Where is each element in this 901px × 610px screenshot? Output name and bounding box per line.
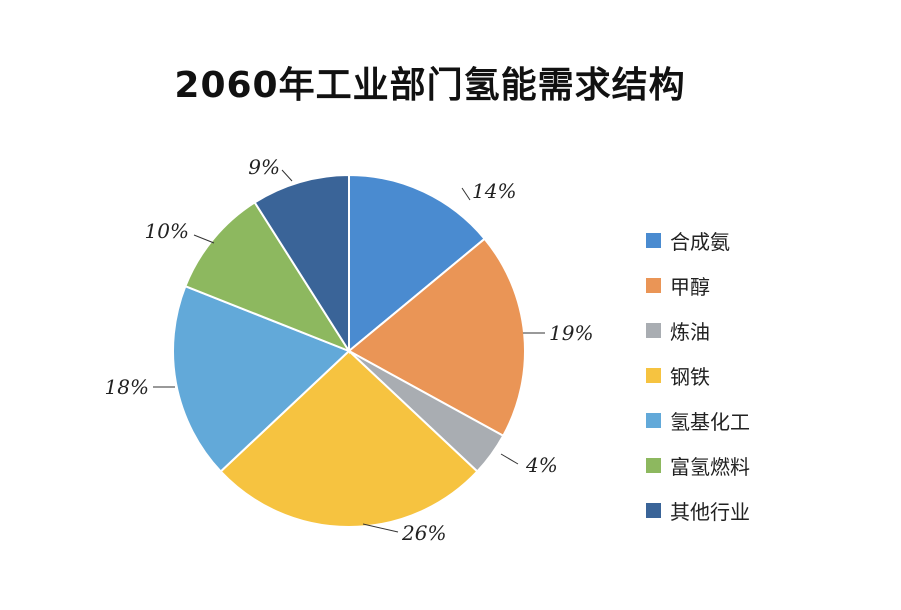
legend-swatch [646,503,661,518]
leader-line-7 [281,169,293,182]
legend-item-1: 合成氨 [646,218,750,263]
legend-label: 氢基化工 [670,410,750,434]
pie-slice-7 [253,173,350,355]
pie-slice-1 [348,173,487,354]
legend-label: 富氢燃料 [670,455,750,479]
leader-line-6 [193,234,215,244]
legend-item-4: 钢铁 [646,353,750,398]
leader-line-1 [461,187,471,201]
legend-item-6: 富氢燃料 [646,443,750,488]
pie-slice-2 [347,237,526,438]
legend-label: 钢铁 [670,365,710,389]
legend-swatch [646,323,661,338]
pie-slice-4 [219,349,479,528]
leader-line-4 [362,523,399,533]
leader-line-3 [500,453,519,465]
legend-label: 甲醇 [670,275,710,299]
legend-item-5: 氢基化工 [646,398,750,443]
data-label-3: 4% [525,453,558,477]
pie-slice-5 [172,284,351,473]
data-label-1: 14% [472,179,516,203]
legend-label: 其他行业 [670,500,750,524]
pie-slice-6 [184,201,352,354]
legend-item-7: 其他行业 [646,488,750,533]
legend-swatch [646,458,661,473]
legend-swatch [646,413,661,428]
legend-swatch [646,368,661,383]
legend-label: 炼油 [670,320,710,344]
data-label-7: 9% [248,155,280,179]
legend-swatch [646,233,661,248]
data-label-2: 19% [549,321,593,345]
data-label-6: 10% [145,219,189,243]
legend-label: 合成氨 [670,230,730,254]
legend-item-3: 炼油 [646,308,750,353]
legend-swatch [646,278,661,293]
data-label-5: 18% [105,375,149,399]
data-label-4: 26% [401,521,446,545]
chart-title: 2060年工业部门氢能需求结构 [174,65,686,106]
legend-item-2: 甲醇 [646,263,750,308]
legend: 合成氨甲醇炼油钢铁氢基化工富氢燃料其他行业 [646,218,750,533]
